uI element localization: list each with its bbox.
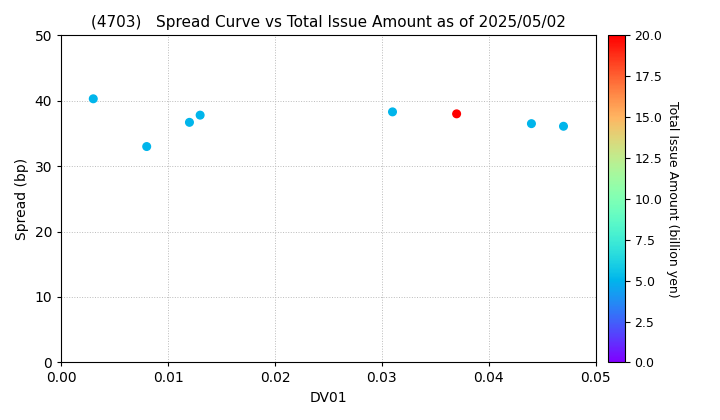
Point bbox=[141, 143, 153, 150]
Y-axis label: Total Issue Amount (billion yen): Total Issue Amount (billion yen) bbox=[666, 100, 679, 297]
Point bbox=[184, 119, 195, 126]
Point bbox=[526, 120, 537, 127]
Point bbox=[194, 112, 206, 118]
Y-axis label: Spread (bp): Spread (bp) bbox=[15, 158, 29, 240]
X-axis label: DV01: DV01 bbox=[310, 391, 347, 405]
Point bbox=[387, 108, 398, 115]
Point bbox=[558, 123, 570, 130]
Title: (4703)   Spread Curve vs Total Issue Amount as of 2025/05/02: (4703) Spread Curve vs Total Issue Amoun… bbox=[91, 15, 566, 30]
Point bbox=[451, 110, 462, 117]
Point bbox=[88, 95, 99, 102]
